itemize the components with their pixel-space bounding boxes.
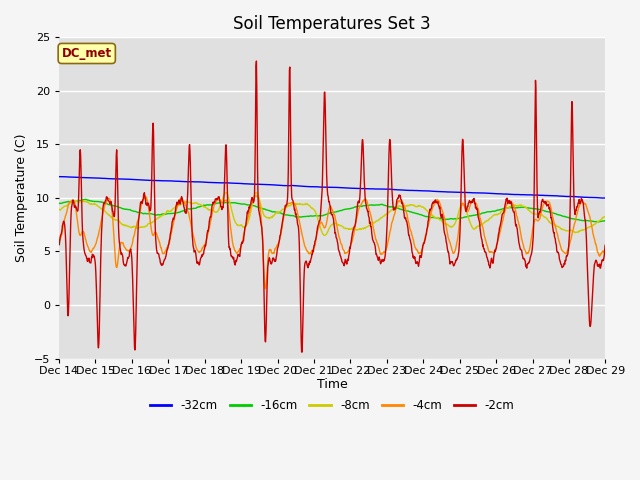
Legend: -32cm, -16cm, -8cm, -4cm, -2cm: -32cm, -16cm, -8cm, -4cm, -2cm xyxy=(145,395,519,417)
Text: DC_met: DC_met xyxy=(61,47,112,60)
Y-axis label: Soil Temperature (C): Soil Temperature (C) xyxy=(15,134,28,262)
X-axis label: Time: Time xyxy=(317,378,348,391)
Title: Soil Temperatures Set 3: Soil Temperatures Set 3 xyxy=(234,15,431,33)
